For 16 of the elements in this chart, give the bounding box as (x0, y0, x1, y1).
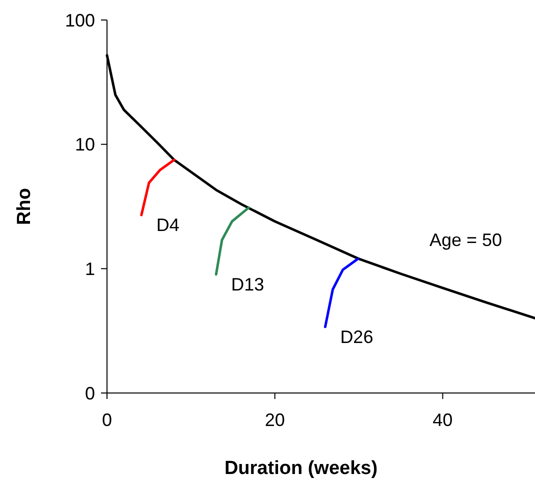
y-tick-label: 0 (84, 383, 95, 404)
y-axis-title: Rho (14, 188, 35, 225)
line-series (324, 258, 360, 328)
series-label: D13 (231, 274, 264, 294)
y-tick-label: 1 (84, 258, 95, 279)
line-series (140, 158, 176, 216)
x-tick-label: 40 (432, 410, 453, 430)
y-tick-label: 10 (74, 134, 95, 155)
x-tick-label: 0 (102, 410, 112, 430)
series-label: D4 (156, 215, 180, 236)
y-tick-label: 100 (64, 10, 95, 30)
annotation: Age = 50 (429, 230, 502, 250)
line-series (214, 206, 250, 276)
x-axis-title: Duration (weeks) (224, 458, 378, 479)
x-tick-label: 20 (264, 410, 285, 430)
series-label: D26 (340, 326, 374, 347)
